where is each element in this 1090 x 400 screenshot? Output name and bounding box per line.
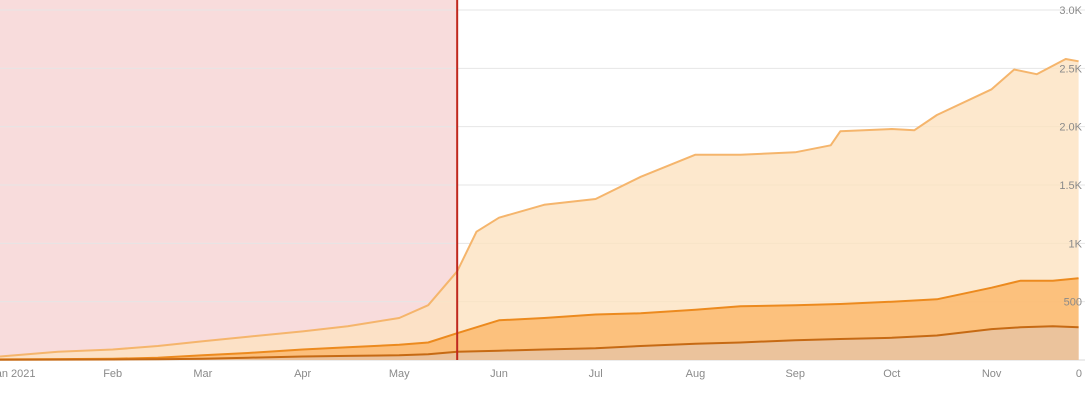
y-tick-label: 0 (1076, 368, 1082, 380)
y-tick-label: 2.5K (1059, 63, 1082, 75)
y-tick-label: 3.0K (1059, 5, 1082, 17)
series-1-line (0, 58, 1079, 358)
series-3-area (0, 326, 1079, 360)
series-2-line (0, 277, 1079, 361)
x-tick-label: Mar (193, 368, 212, 380)
series-3-line (0, 325, 1079, 361)
x-tick-label: Jun (490, 368, 508, 380)
series-1-area (0, 59, 1079, 360)
x-tick-label: Apr (294, 368, 311, 380)
series-layer (0, 58, 1079, 361)
x-tick-label: Nov (982, 368, 1002, 380)
y-axis: 0 500 1K 1.5K 2.0K 2.5K 3.0K (1059, 5, 1082, 380)
x-tick-label: Sep (785, 368, 805, 380)
highlight-region (0, 0, 458, 360)
x-tick-label: Oct (883, 368, 900, 380)
x-tick-label: Jan 2021 (0, 368, 36, 380)
y-tick-label: 1.5K (1059, 180, 1082, 192)
y-tick-label: 1K (1069, 238, 1083, 250)
y-tick-label: 2.0K (1059, 122, 1082, 134)
x-axis: Jan 2021 Feb Mar Apr May Jun Jul Aug Sep Oct Nov (0, 368, 1002, 380)
x-tick-label: Aug (686, 368, 706, 380)
x-tick-label: Feb (103, 368, 122, 380)
x-tick-label: May (389, 368, 410, 380)
y-tick-label: 500 (1064, 297, 1082, 309)
highlight-layer (0, 0, 458, 360)
x-tick-label: Jul (589, 368, 603, 380)
